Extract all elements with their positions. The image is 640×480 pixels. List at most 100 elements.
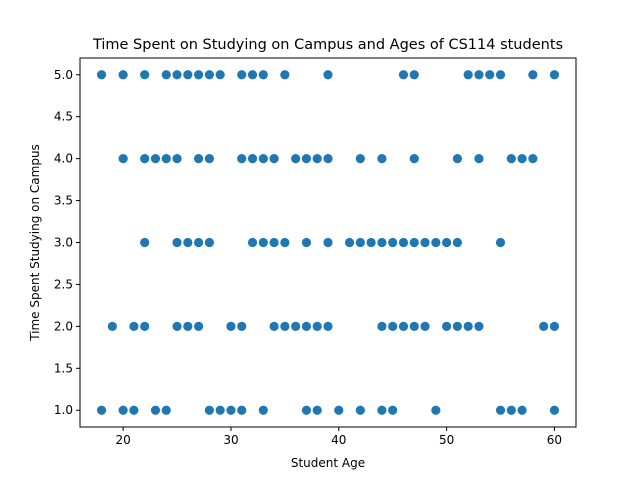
data-point: [161, 405, 171, 415]
data-point: [420, 321, 430, 331]
data-point: [118, 70, 128, 80]
data-point: [280, 321, 290, 331]
data-point: [409, 154, 419, 164]
data-point: [312, 154, 322, 164]
data-point: [355, 154, 365, 164]
plot-points: [96, 70, 560, 415]
data-point: [517, 405, 527, 415]
data-point: [549, 70, 560, 80]
data-point: [528, 154, 538, 164]
data-point: [215, 70, 225, 80]
data-point: [226, 405, 236, 415]
data-point: [539, 321, 549, 331]
x-tick-label: 30: [223, 433, 238, 447]
y-tick-label: 4.0: [54, 152, 73, 166]
data-point: [237, 321, 247, 331]
data-point: [183, 70, 193, 80]
data-point: [388, 405, 398, 415]
y-tick-label: 1.5: [54, 361, 73, 375]
data-point: [323, 321, 333, 331]
data-point: [495, 237, 506, 248]
data-point: [247, 70, 258, 80]
x-tick-label: 60: [547, 433, 562, 447]
data-point: [269, 154, 279, 164]
data-point: [226, 321, 236, 331]
data-point: [442, 237, 452, 248]
data-point: [312, 405, 322, 415]
data-point: [129, 321, 139, 331]
x-tick-label: 50: [439, 433, 454, 447]
data-point: [291, 154, 301, 164]
data-point: [506, 154, 516, 164]
y-tick-label: 4.5: [54, 110, 73, 124]
data-point: [398, 70, 409, 80]
data-point: [474, 70, 484, 80]
data-point: [355, 237, 365, 248]
data-point: [549, 321, 560, 331]
data-point: [452, 154, 462, 164]
data-point: [301, 237, 312, 248]
data-point: [528, 70, 538, 80]
data-point: [172, 154, 182, 164]
data-point: [398, 237, 409, 248]
data-point: [150, 154, 161, 164]
data-point: [452, 237, 462, 248]
y-tick-label: 5.0: [54, 68, 73, 82]
data-point: [474, 154, 484, 164]
data-point: [409, 237, 419, 248]
data-point: [495, 405, 506, 415]
data-point: [258, 405, 268, 415]
data-point: [291, 321, 301, 331]
data-point: [442, 321, 452, 331]
data-point: [549, 405, 560, 415]
data-point: [237, 154, 247, 164]
chart-title: Time Spent on Studying on Campus and Age…: [92, 37, 563, 53]
data-point: [344, 237, 355, 248]
data-point: [172, 237, 182, 248]
data-point: [140, 321, 150, 331]
data-point: [269, 321, 279, 331]
data-point: [377, 237, 387, 248]
data-point: [247, 154, 258, 164]
data-point: [301, 321, 312, 331]
data-point: [172, 70, 182, 80]
data-point: [118, 154, 128, 164]
data-point: [140, 237, 150, 248]
data-point: [312, 321, 322, 331]
data-point: [420, 237, 430, 248]
data-point: [334, 405, 344, 415]
data-point: [323, 237, 333, 248]
data-point: [204, 154, 214, 164]
data-point: [377, 321, 387, 331]
data-point: [474, 321, 484, 331]
y-axis: 1.0 1.5 2.0 2.5 3.0 3.5 4.0 4.5 5.0: [54, 68, 80, 417]
data-point: [323, 70, 333, 80]
data-point: [301, 405, 312, 415]
data-point: [485, 70, 495, 80]
data-point: [280, 70, 290, 80]
data-point: [377, 154, 387, 164]
data-point: [409, 321, 419, 331]
data-point: [194, 237, 204, 248]
data-point: [377, 405, 387, 415]
data-point: [96, 70, 107, 80]
data-point: [194, 154, 204, 164]
data-point: [506, 405, 516, 415]
data-point: [215, 405, 225, 415]
y-axis-label: Time Spent Studying on Campus: [28, 144, 42, 342]
data-point: [204, 70, 214, 80]
x-tick-label: 20: [115, 433, 130, 447]
data-point: [280, 237, 290, 248]
data-point: [140, 154, 150, 164]
data-point: [129, 405, 139, 415]
data-point: [118, 405, 128, 415]
x-axis: 20 30 40 50 60: [115, 427, 562, 447]
x-axis-label: Student Age: [291, 456, 365, 470]
data-point: [247, 237, 258, 248]
y-tick-label: 2.0: [54, 319, 73, 333]
data-point: [409, 70, 419, 80]
data-point: [183, 237, 193, 248]
data-point: [237, 405, 247, 415]
data-point: [258, 237, 268, 248]
